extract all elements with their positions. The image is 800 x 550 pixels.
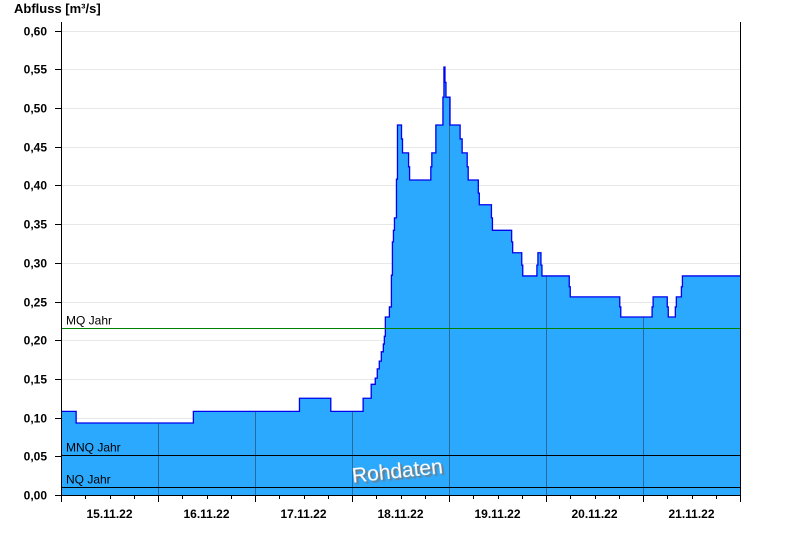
y-tick-label: 0,05	[24, 450, 48, 464]
axes: 0,00 0,05 0,10 0,15 0,20 0,25 0,30 0,35 0,40 0,45…	[24, 22, 741, 521]
y-tick-label: 0,10	[24, 412, 48, 426]
reference-line-label: MQ Jahr	[66, 314, 112, 328]
y-tick-label: 0,15	[24, 373, 48, 387]
discharge-area	[61, 66, 740, 495]
x-tick-label: 19.11.22	[474, 507, 520, 521]
reference-line-label: MNQ Jahr	[66, 441, 121, 455]
y-tick-label: 0,60	[24, 25, 48, 39]
y-tick-label: 0,45	[24, 141, 48, 155]
x-tick-label: 15.11.22	[86, 507, 132, 521]
y-axis-label: Abfluss [m³/s]	[14, 1, 101, 16]
y-tick-label: 0,30	[24, 257, 48, 271]
y-tick-label: 0,35	[24, 218, 48, 232]
y-tick-label: 0,50	[24, 102, 48, 116]
x-tick-label: 17.11.22	[280, 507, 326, 521]
y-tick-label: 0,00	[24, 489, 48, 503]
discharge-line	[61, 66, 740, 424]
reference-lines: MQ Jahr MNQ Jahr NQ Jahr	[61, 314, 740, 488]
reference-line-label: NQ Jahr	[66, 473, 111, 487]
y-tick-label: 0,20	[24, 334, 48, 348]
x-tick-label: 18.11.22	[377, 507, 423, 521]
x-tick-label: 16.11.22	[183, 507, 229, 521]
x-tick-label: 21.11.22	[668, 507, 714, 521]
x-tick-label: 20.11.22	[571, 507, 617, 521]
y-tick-label: 0,55	[24, 63, 48, 77]
y-tick-label: 0,40	[24, 179, 48, 193]
y-tick-label: 0,25	[24, 296, 48, 310]
